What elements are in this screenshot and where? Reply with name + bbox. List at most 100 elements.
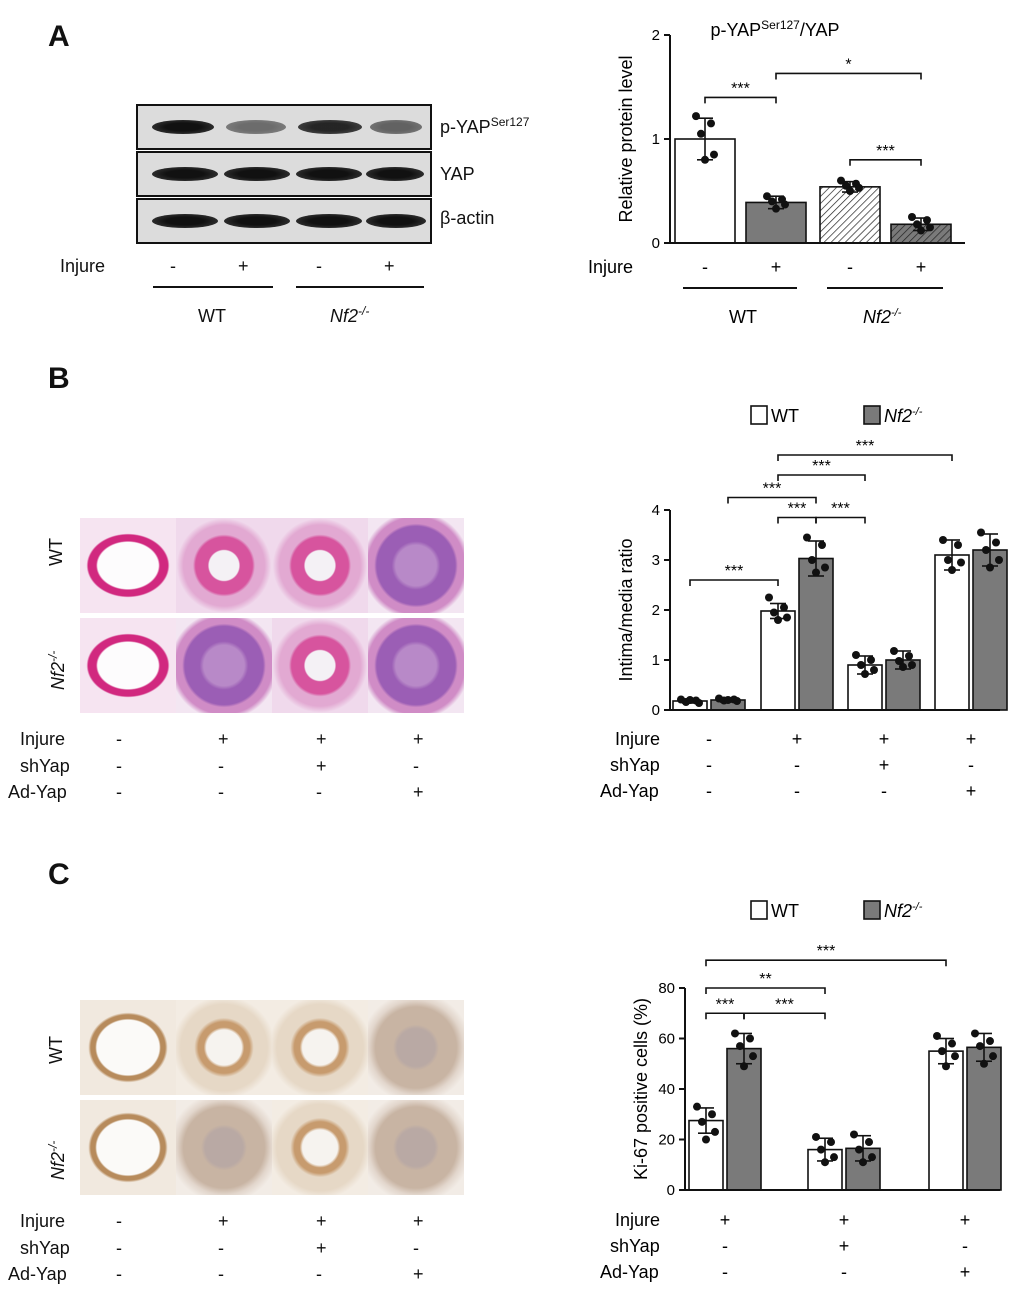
panel-letter-b: B — [48, 362, 70, 395]
treatment-sign: - — [316, 782, 322, 802]
treatment-sign: - — [702, 257, 708, 277]
data-point — [942, 1062, 950, 1071]
treatment-sign: + — [839, 1236, 850, 1256]
treatment-label-injure: Injure — [60, 256, 106, 276]
data-point — [938, 1047, 946, 1056]
group-label-nf2: Nf2-/- — [330, 304, 370, 326]
treatment-sign: - — [218, 1264, 224, 1284]
data-point — [971, 1029, 979, 1038]
bar — [928, 1050, 964, 1191]
data-point — [707, 119, 715, 128]
legend-swatch-nf2 — [863, 405, 881, 425]
significance-label: *** — [725, 563, 744, 580]
data-point — [821, 1158, 829, 1167]
treatment-sign: + — [413, 729, 424, 749]
treatment-sign: + — [316, 1238, 327, 1258]
data-point — [890, 647, 898, 655]
treatment-sign: - — [706, 781, 712, 801]
significance-bracket — [704, 96, 777, 104]
blot-label-yap: YAP — [440, 164, 475, 184]
y-tick-label: 1 — [652, 652, 660, 669]
data-point — [812, 1132, 820, 1141]
lane-sign: + — [384, 256, 395, 276]
data-point — [781, 200, 789, 209]
significance-bracket — [689, 579, 779, 586]
data-point — [948, 1039, 956, 1048]
data-point — [710, 150, 718, 159]
treatment-sign: + — [413, 1264, 424, 1284]
legend-label-nf2: Nf2-/- — [884, 901, 923, 921]
he-image-wt-shyap — [272, 518, 368, 613]
data-point — [724, 696, 732, 704]
significance-label: *** — [775, 996, 794, 1013]
significance-bracket — [777, 454, 953, 461]
data-point — [803, 533, 811, 542]
treatment-label-adyap: Ad-Yap — [8, 782, 67, 802]
data-point — [746, 1034, 754, 1043]
data-point — [774, 616, 782, 624]
data-point — [944, 556, 952, 564]
data-point — [957, 558, 965, 567]
treatment-sign: - — [847, 257, 853, 277]
significance-bracket — [743, 1012, 826, 1020]
bar — [798, 557, 834, 711]
he-image-nf2-adyap — [368, 618, 464, 713]
data-point — [857, 661, 865, 669]
significance-label: *** — [876, 143, 895, 160]
data-point — [870, 666, 878, 674]
treatment-sign: - — [413, 1238, 419, 1258]
lane-sign: - — [170, 256, 176, 276]
treatment-sign: + — [966, 781, 977, 801]
treatment-sign: + — [316, 1211, 327, 1231]
treatment-sign: - — [116, 1264, 122, 1284]
data-point — [770, 608, 778, 617]
bar — [760, 610, 796, 711]
treatment-sign: - — [706, 729, 712, 749]
significance-label: *** — [831, 501, 850, 518]
data-point — [740, 1062, 748, 1071]
significance-bracket — [775, 72, 922, 80]
significance-label: *** — [788, 501, 807, 518]
treatment-sign: - — [116, 1211, 122, 1231]
western-blot-beta-actin — [136, 198, 432, 244]
significance-label: *** — [856, 438, 875, 455]
y-tick-label: 4 — [652, 502, 660, 519]
data-point — [976, 1042, 984, 1051]
significance-bracket — [815, 516, 866, 524]
he-image-nf2-control — [80, 618, 176, 713]
legend-label-wt: WT — [771, 406, 799, 426]
he-image-nf2-shyap — [272, 618, 368, 713]
ki67-image-nf2-adyap — [368, 1100, 464, 1195]
treatment-sign: - — [968, 755, 974, 775]
treatment-sign: - — [881, 781, 887, 801]
data-point — [736, 1042, 744, 1051]
group-underline-nf2 — [296, 286, 424, 288]
data-point — [986, 563, 994, 572]
treatment-sign: - — [116, 729, 122, 749]
data-point — [989, 1052, 997, 1061]
data-point — [686, 696, 694, 704]
data-point — [821, 563, 829, 572]
treatment-sign: + — [960, 1210, 971, 1230]
treatment-sign: + — [218, 729, 229, 749]
treatment-label-injure: Injure — [588, 257, 633, 277]
data-point — [923, 216, 931, 225]
treatment-sign: - — [218, 782, 224, 802]
he-image-nf2-injure — [176, 618, 272, 713]
group-label-nf2: Nf2-/- — [863, 307, 902, 327]
data-point — [830, 1153, 838, 1162]
treatment-label-adyap: Ad-Yap — [600, 1262, 659, 1282]
data-point — [818, 541, 826, 549]
treatment-label-shyap: shYap — [610, 1236, 660, 1256]
significance-label: ** — [759, 971, 771, 988]
row-label-wt: WT — [46, 538, 66, 566]
bar — [726, 1047, 762, 1191]
data-point — [908, 213, 916, 221]
treatment-sign: + — [218, 1211, 229, 1231]
treatment-sign: + — [792, 729, 803, 749]
data-point — [933, 1031, 941, 1040]
y-tick-label: 40 — [658, 1081, 675, 1098]
data-point — [846, 187, 854, 195]
data-point — [992, 538, 1000, 547]
